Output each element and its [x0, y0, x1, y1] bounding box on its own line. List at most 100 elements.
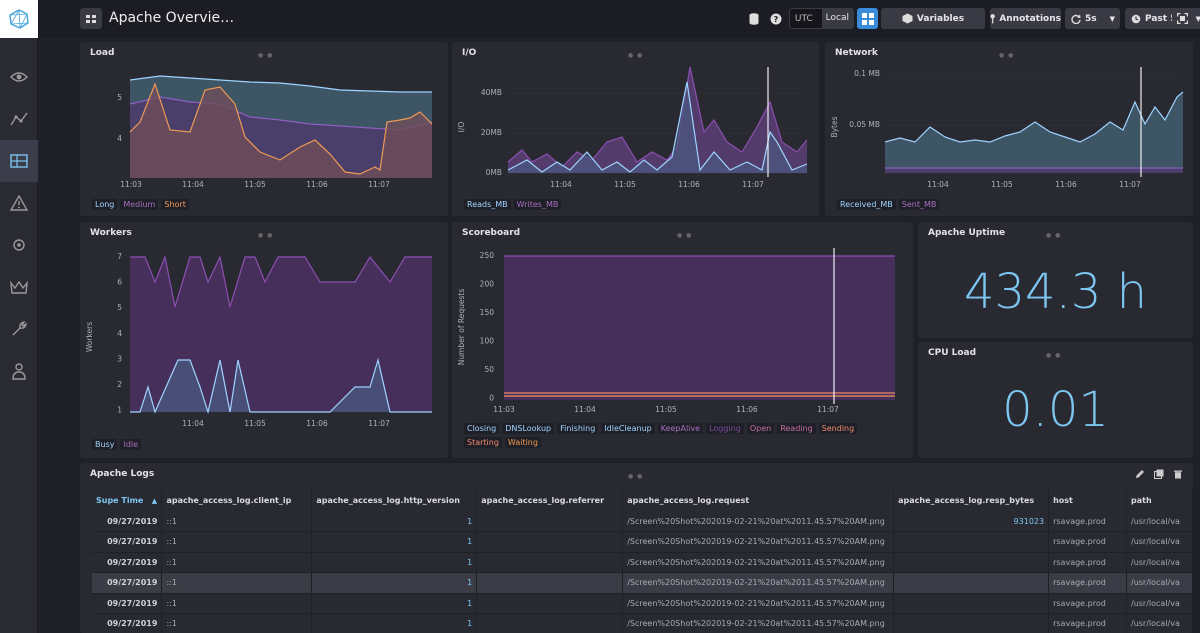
- influx-logo-icon[interactable]: [0, 0, 38, 38]
- alert-icon[interactable]: [0, 182, 38, 224]
- help-icon[interactable]: ?: [768, 8, 784, 29]
- wrench-icon[interactable]: [0, 308, 38, 350]
- duplicate-icon[interactable]: [1154, 469, 1164, 479]
- database-icon[interactable]: [746, 8, 762, 29]
- table-row[interactable]: 09/27/2019::1 1/Screen%20Shot%202019-02-2…: [92, 572, 1193, 594]
- y-tick-label: 0MB: [486, 168, 502, 177]
- y-tick-label: 0: [489, 394, 494, 403]
- edit-icon[interactable]: [1135, 469, 1145, 479]
- load-chart: [129, 75, 433, 178]
- legend-item[interactable]: Finishing: [557, 423, 599, 434]
- drag-handle-icon[interactable]: ● ●: [628, 473, 644, 480]
- table-cell: [476, 613, 624, 633]
- dashboard-title[interactable]: Apache Overvie…: [109, 10, 235, 26]
- table-cell: 1: [311, 613, 478, 633]
- table-cell: ::1: [161, 593, 313, 614]
- presentation-mode-button[interactable]: [857, 8, 878, 29]
- table-row[interactable]: 09/27/2019::1 1/Screen%20Shot%202019-02-2…: [92, 552, 1193, 573]
- trash-icon[interactable]: [1173, 469, 1183, 479]
- table-cell: 09/27/2019: [92, 511, 163, 532]
- legend-item[interactable]: Reads_MB: [464, 199, 511, 210]
- panel-title: I/O: [462, 48, 477, 58]
- y-axis-label: Workers: [85, 322, 94, 352]
- drag-handle-icon[interactable]: ● ●: [258, 52, 274, 59]
- legend-item[interactable]: Busy: [92, 439, 118, 450]
- legend-item[interactable]: Logging: [706, 423, 744, 434]
- eye-icon[interactable]: [0, 56, 38, 98]
- column-header[interactable]: Supe Time ▲: [92, 490, 163, 511]
- legend-item[interactable]: Sent_MB: [898, 199, 940, 210]
- column-header[interactable]: host: [1048, 490, 1127, 511]
- table-cell: rsavage.prod: [1048, 572, 1127, 594]
- top-bar: Apache Overvie… ? UTC Local Variables An…: [38, 0, 1200, 38]
- legend-item[interactable]: Waiting: [504, 437, 541, 448]
- clock-icon: [1131, 14, 1141, 23]
- io-chart: [507, 66, 808, 177]
- column-header[interactable]: apache_access_log.referrer: [476, 490, 624, 511]
- column-header[interactable]: apache_access_log.resp_bytes: [893, 490, 1050, 511]
- autorefresh-dropdown[interactable]: 5s ▼: [1065, 8, 1120, 29]
- table-cell: rsavage.prod: [1048, 552, 1127, 573]
- table-cell: 1: [311, 572, 478, 594]
- annotations-button[interactable]: Annotations: [990, 8, 1061, 29]
- table-row[interactable]: 09/27/2019::1 1/Screen%20Shot%202019-02-2…: [92, 531, 1193, 553]
- sort-asc-icon[interactable]: ▲: [149, 497, 158, 505]
- legend-item[interactable]: KeepAlive: [657, 423, 704, 434]
- x-tick-label: 11:03: [120, 180, 142, 189]
- x-tick-label: 11:04: [927, 180, 949, 189]
- drag-handle-icon[interactable]: ● ●: [1046, 232, 1062, 239]
- drag-handle-icon[interactable]: ● ●: [1046, 352, 1062, 359]
- legend-item[interactable]: Short: [161, 199, 189, 210]
- table-cell: 1: [311, 511, 478, 532]
- column-header[interactable]: path: [1126, 490, 1193, 511]
- legend-item[interactable]: Writes_MB: [513, 199, 562, 210]
- legend-item[interactable]: Closing: [464, 423, 500, 434]
- drag-handle-icon[interactable]: ● ●: [677, 232, 693, 239]
- variables-button[interactable]: Variables: [881, 8, 985, 29]
- legend-item[interactable]: DNSLookup: [502, 423, 555, 434]
- x-tick-label: 11:05: [655, 405, 677, 414]
- y-tick-label: 100: [480, 337, 495, 346]
- user-icon[interactable]: [0, 350, 38, 392]
- column-header[interactable]: apache_access_log.request: [622, 490, 895, 511]
- x-tick-label: 11:07: [368, 419, 390, 428]
- table-row[interactable]: 09/27/2019::1 1/Screen%20Shot%202019-02-2…: [92, 593, 1193, 614]
- crown-icon[interactable]: [0, 266, 38, 308]
- scoreboard-panel: Scoreboard ● ● 250 200 150 100 50 0 11:03 11:04…: [452, 222, 913, 458]
- table-cell: /usr/local/va: [1126, 572, 1193, 594]
- refresh-icon: [1071, 14, 1081, 24]
- legend-item[interactable]: Long: [92, 199, 118, 210]
- panel-title: Apache Logs: [90, 469, 155, 479]
- y-tick-label: 20MB: [481, 128, 502, 137]
- local-option[interactable]: Local: [821, 9, 853, 28]
- y-axis-label: I/O: [457, 122, 466, 133]
- y-tick-label: 200: [480, 280, 495, 289]
- legend-item[interactable]: Medium: [120, 199, 159, 210]
- utc-option[interactable]: UTC: [794, 13, 813, 24]
- column-header[interactable]: apache_access_log.client_ip: [161, 490, 313, 511]
- graph-icon[interactable]: [0, 98, 38, 140]
- dashboard-menu-button[interactable]: [80, 8, 102, 29]
- table-row[interactable]: 09/27/2019::1 1/Screen%20Shot%202019-02-2…: [92, 613, 1193, 633]
- table-cell: 1: [311, 552, 478, 573]
- fullscreen-button[interactable]: [1172, 8, 1193, 29]
- x-tick-label: 11:06: [1055, 180, 1077, 189]
- drag-handle-icon[interactable]: ● ●: [258, 232, 274, 239]
- legend-item[interactable]: Idle: [120, 439, 142, 450]
- legend-item[interactable]: Open: [746, 423, 775, 434]
- x-tick-label: 11:07: [742, 180, 764, 189]
- drag-handle-icon[interactable]: ● ●: [628, 52, 644, 59]
- legend-item[interactable]: IdleCleanup: [601, 423, 655, 434]
- gear-cog-icon[interactable]: [0, 224, 38, 266]
- y-tick-label: 5: [117, 303, 122, 312]
- scoreboard-legend: Closing DNSLookup Finishing IdleCleanup Keep…: [464, 423, 884, 448]
- legend-item[interactable]: Starting: [464, 437, 502, 448]
- legend-item[interactable]: Reading: [777, 423, 816, 434]
- y-tick-label: 50: [484, 365, 494, 374]
- dashboard-icon[interactable]: [0, 140, 38, 182]
- legend-item[interactable]: Received_MB: [837, 199, 896, 210]
- table-row[interactable]: 09/27/2019::1 1/Screen%20Shot%202019-02-2…: [92, 511, 1193, 532]
- drag-handle-icon[interactable]: ● ●: [999, 52, 1015, 59]
- column-header[interactable]: apache_access_log.http_version: [311, 490, 478, 511]
- legend-item[interactable]: Sending: [818, 423, 858, 434]
